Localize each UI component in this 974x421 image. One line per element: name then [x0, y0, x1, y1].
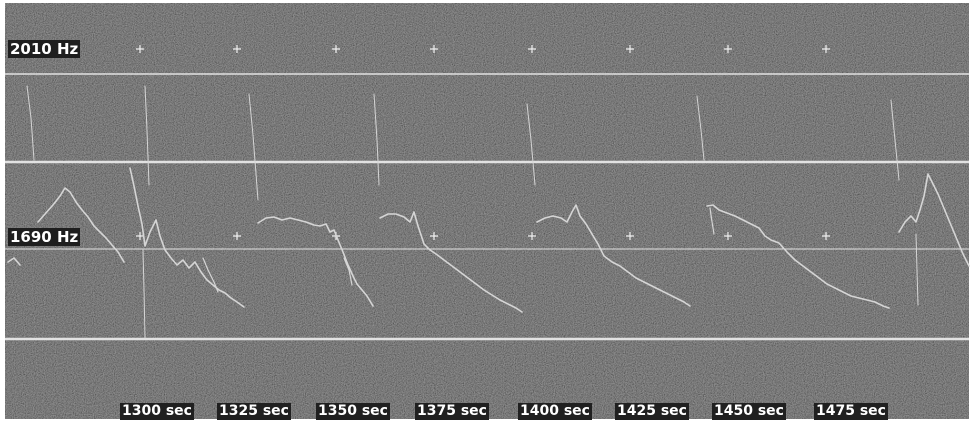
trace-edge-left: [7, 257, 21, 266]
trace-3: [257, 216, 374, 307]
time-label-7: 1475 sec: [814, 403, 888, 420]
trace-4: [379, 211, 523, 313]
trace-2: [129, 167, 245, 308]
trace-faint-vertical-6: [696, 95, 705, 161]
crosshair-marker-1-5: [626, 232, 634, 240]
crosshair-marker-0-2: [332, 45, 340, 53]
time-label-4: 1400 sec: [518, 403, 592, 420]
freq-label-1: 1690 Hz: [8, 228, 81, 246]
crosshair-marker-0-4: [528, 45, 536, 53]
crosshair-marker-0-7: [822, 45, 830, 53]
time-label-6: 1450 sec: [712, 403, 786, 420]
crosshair-marker-1-1: [233, 232, 241, 240]
trace-6-branch: [709, 207, 715, 235]
trace-faint-vertical-5: [526, 103, 536, 186]
horizontal-lines: [5, 73, 969, 341]
trace-2-branch: [202, 257, 219, 293]
trace-6: [706, 204, 890, 309]
crosshair-marker-1-6: [724, 232, 732, 240]
trace-faint-vertical-4: [373, 93, 380, 186]
crosshair-marker-0-1: [233, 45, 241, 53]
freq-label-0: 2010 Hz: [8, 40, 81, 58]
time-label-1: 1325 sec: [217, 403, 291, 420]
crosshair-marker-1-7: [822, 232, 830, 240]
crosshair-marker-1-4: [528, 232, 536, 240]
trace-faint-vertical-3: [248, 93, 259, 201]
trace-2-tail: [142, 249, 146, 339]
trace-7-tail: [915, 233, 919, 306]
trace-5: [536, 204, 691, 307]
crosshair-marker-0-3: [430, 45, 438, 53]
crosshair-marker-0-0: [136, 45, 144, 53]
signal-traces: [7, 85, 970, 339]
time-label-0: 1300 sec: [120, 403, 194, 420]
crosshair-marker-1-0: [136, 232, 144, 240]
time-label-3: 1375 sec: [415, 403, 489, 420]
crosshair-markers: [136, 45, 830, 240]
trace-7: [898, 173, 970, 267]
crosshair-marker-0-5: [626, 45, 634, 53]
trace-faint-vertical-2: [144, 85, 150, 186]
trace-faint-vertical-1: [26, 85, 35, 161]
time-label-2: 1350 sec: [316, 403, 390, 420]
trace-3-branch: [343, 257, 353, 286]
crosshair-marker-0-6: [724, 45, 732, 53]
noise-texture: [5, 3, 969, 419]
trace-1: [37, 187, 125, 263]
crosshair-marker-1-3: [430, 232, 438, 240]
trace-faint-vertical-7: [890, 99, 900, 181]
time-label-5: 1425 sec: [615, 403, 689, 420]
